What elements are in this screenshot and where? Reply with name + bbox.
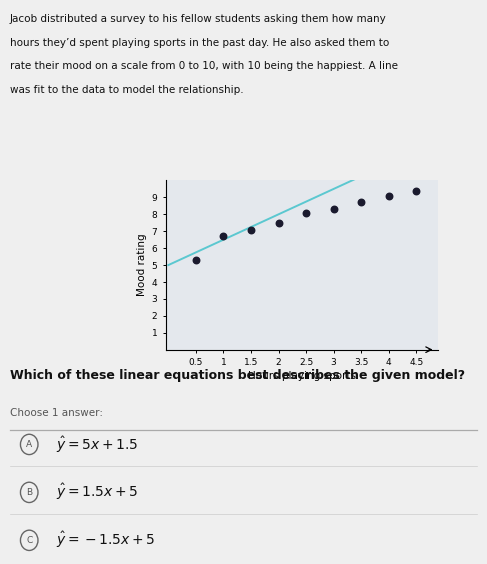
Point: [220, 232, 227, 241]
Point: [247, 225, 255, 234]
Point: [302, 208, 310, 217]
Text: A: A: [26, 440, 32, 449]
Text: Jacob distributed a survey to his fellow students asking them how many: Jacob distributed a survey to his fellow…: [10, 14, 387, 24]
Point: [412, 186, 420, 195]
Text: Choose 1 answer:: Choose 1 answer:: [10, 408, 103, 418]
Text: rate their mood on a scale from 0 to 10, with 10 being the happiest. A line: rate their mood on a scale from 0 to 10,…: [10, 61, 398, 72]
Point: [385, 191, 393, 200]
Point: [192, 255, 200, 265]
Point: [330, 205, 337, 214]
Text: Which of these linear equations best describes the given model?: Which of these linear equations best des…: [10, 369, 465, 382]
Point: [357, 198, 365, 207]
Text: hours they’d spent playing sports in the past day. He also asked them to: hours they’d spent playing sports in the…: [10, 38, 389, 48]
Y-axis label: Mood rating: Mood rating: [137, 233, 148, 297]
X-axis label: Hours playing sports: Hours playing sports: [248, 371, 356, 381]
Text: $\hat{y} = -1.5x + 5$: $\hat{y} = -1.5x + 5$: [56, 530, 155, 550]
Text: was fit to the data to model the relationship.: was fit to the data to model the relatio…: [10, 85, 244, 95]
Text: $\hat{y} = 5x + 1.5$: $\hat{y} = 5x + 1.5$: [56, 434, 138, 455]
Text: C: C: [26, 536, 32, 545]
Point: [275, 218, 282, 227]
Text: B: B: [26, 488, 32, 497]
Text: $\hat{y} = 1.5x + 5$: $\hat{y} = 1.5x + 5$: [56, 482, 138, 503]
